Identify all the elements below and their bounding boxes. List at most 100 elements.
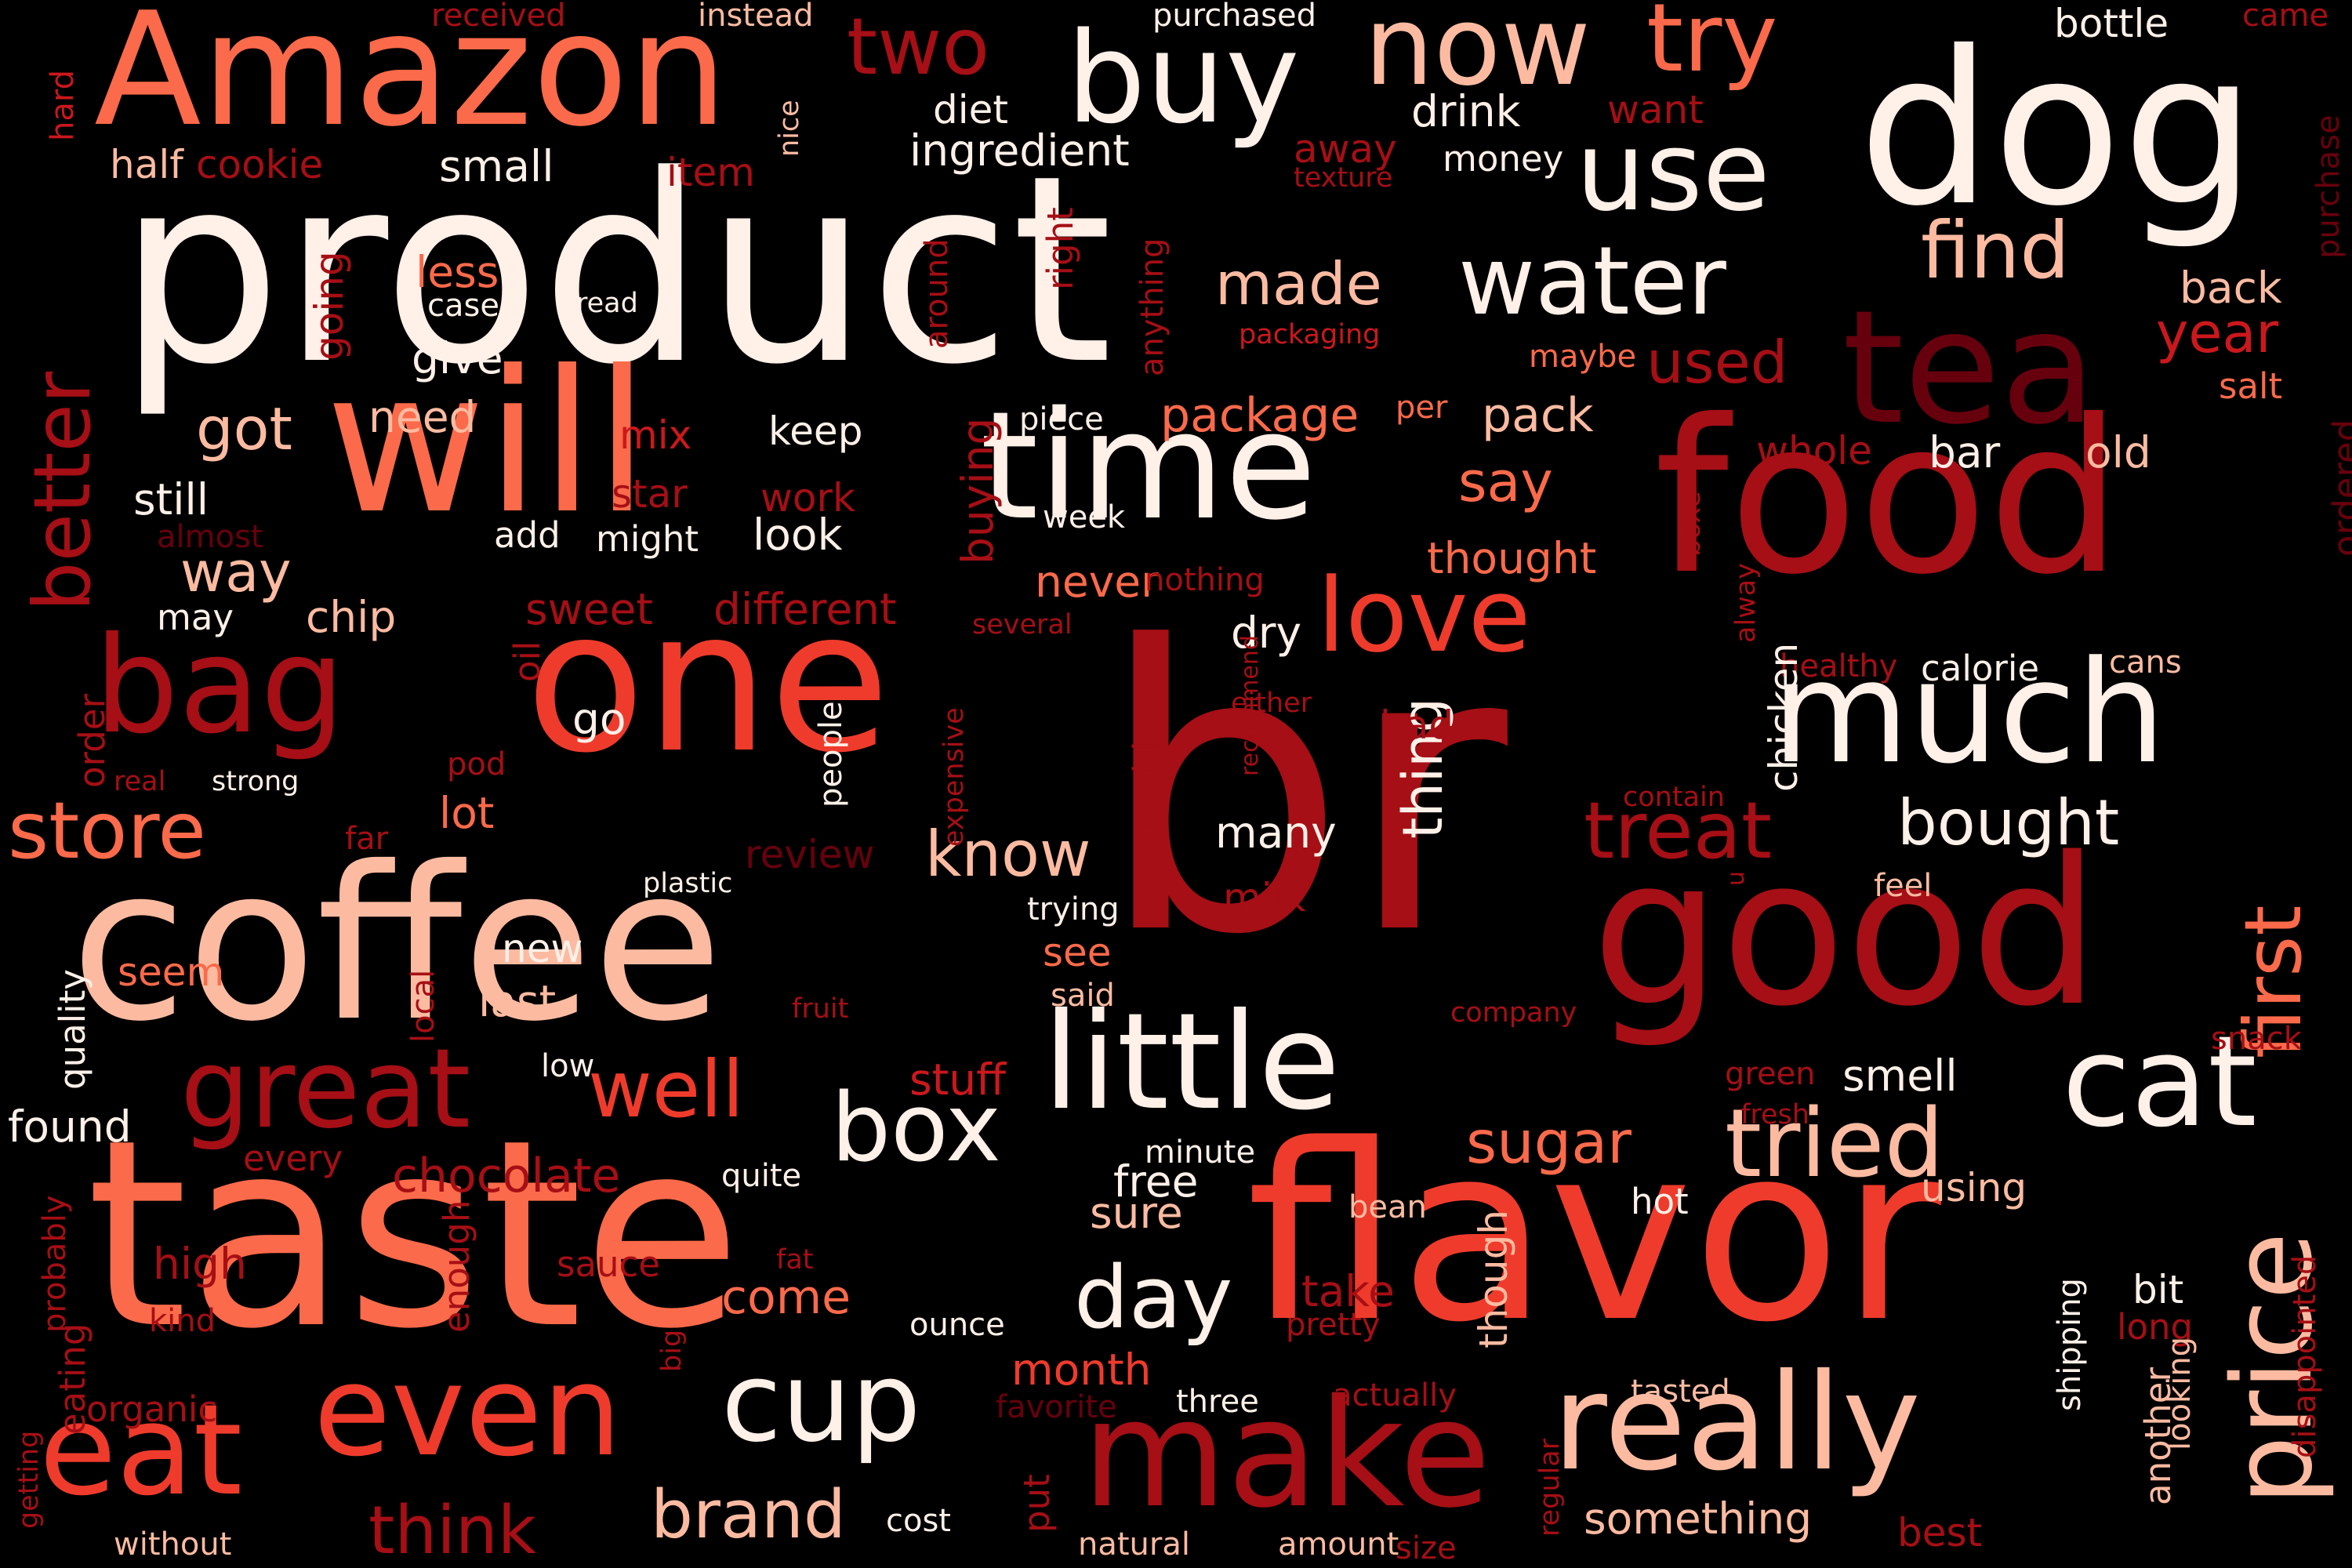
word-calorie: calorie	[1921, 648, 2040, 689]
word-chocolate: chocolate	[392, 1149, 621, 1203]
word-use: use	[1576, 108, 1770, 236]
word-away: away	[1294, 126, 1397, 172]
word-good: good	[1592, 815, 2100, 1051]
word-per: per	[1396, 390, 1448, 426]
word-whole: whole	[1756, 428, 1872, 474]
word-add: add	[494, 514, 561, 556]
word-high: high	[153, 1239, 247, 1289]
word-healthy: healthy	[1780, 648, 1898, 684]
word-will: will	[325, 328, 649, 557]
word-shipping: shipping	[2052, 1278, 2088, 1411]
word-order: order	[71, 694, 113, 788]
word-though: though	[1471, 1209, 1516, 1348]
word-time: time	[980, 379, 1317, 553]
word-money: money	[1443, 138, 1564, 180]
word-expensive: expensive	[938, 707, 970, 847]
word-brand: brand	[651, 1476, 846, 1554]
word-much: much	[1772, 631, 2166, 795]
word-tea: tea	[1842, 277, 2097, 459]
word-getting: getting	[13, 1430, 45, 1529]
word-one: one	[525, 568, 891, 796]
word-best: best	[1897, 1510, 1983, 1555]
word-thought: thought	[1427, 533, 1597, 583]
word-bottle: bottle	[2054, 1, 2169, 46]
word-strong: strong	[212, 766, 299, 797]
word-look: look	[753, 510, 843, 560]
word-fruit: fruit	[792, 993, 849, 1025]
word-little: little	[1043, 985, 1341, 1140]
word-see: see	[1043, 930, 1112, 975]
word-day: day	[1074, 1247, 1233, 1348]
word-bad: bad	[1380, 702, 1454, 748]
word-new: new	[502, 926, 583, 971]
word-old: old	[2085, 427, 2151, 477]
word-trying: trying	[1027, 891, 1120, 927]
word-u: u	[1722, 870, 1750, 886]
word-big: big	[656, 1329, 688, 1372]
word-br: br	[1098, 564, 1508, 1020]
word-really: really	[1552, 1345, 1921, 1501]
word-got: got	[196, 394, 292, 463]
word-now: now	[1364, 0, 1591, 111]
word-maybe: maybe	[1529, 339, 1637, 375]
word-contain: contain	[1623, 782, 1725, 813]
word-piece: piece	[1019, 401, 1104, 437]
word-still: still	[133, 474, 209, 524]
word-sauce: sauce	[557, 1243, 660, 1285]
word-think: think	[368, 1492, 536, 1568]
word-right: right	[1040, 207, 1081, 290]
word-box: box	[831, 1074, 1001, 1183]
word-instead: instead	[698, 0, 814, 34]
word-even: even	[314, 1338, 622, 1484]
word-far: far	[345, 821, 389, 857]
word-kind: kind	[149, 1303, 216, 1339]
word-natural: natural	[1078, 1526, 1190, 1563]
word-month: month	[1011, 1345, 1152, 1395]
word-drink: drink	[1411, 86, 1521, 136]
word-something: something	[1584, 1494, 1813, 1544]
word-might: might	[596, 518, 699, 560]
word-going: going	[307, 251, 352, 361]
word-actually: actually	[1333, 1377, 1457, 1414]
word-almost: almost	[157, 519, 263, 555]
word-said: said	[1051, 978, 1115, 1014]
word-cat: cat	[2062, 1008, 2257, 1155]
word-treat: treat	[1584, 785, 1773, 877]
word-case: case	[427, 288, 499, 324]
word-review: review	[745, 832, 875, 877]
word-quality: quality	[52, 969, 93, 1090]
word-nothing: nothing	[1145, 562, 1265, 598]
word-people: people	[813, 701, 849, 808]
word-ounce: ounce	[909, 1307, 1005, 1343]
word-amazon: Amazon	[94, 0, 728, 162]
word-small: small	[439, 141, 554, 191]
word-bag: bag	[94, 608, 345, 764]
word-eating: eating	[52, 1323, 93, 1436]
word-sweet: sweet	[525, 584, 653, 634]
word-want: want	[1607, 87, 1704, 132]
word-pretty: pretty	[1286, 1307, 1381, 1343]
word-chicken: chicken	[1761, 642, 1806, 792]
word-way: way	[180, 540, 292, 604]
word-free: free	[1113, 1156, 1199, 1207]
word-came: came	[2242, 0, 2329, 34]
word-need: need	[368, 392, 477, 442]
word-alway: alway	[1730, 563, 1762, 643]
word-pack: pack	[1482, 388, 1594, 443]
word-problem: problem	[1126, 684, 1167, 831]
word-cost: cost	[886, 1503, 951, 1539]
word-mix: mix	[619, 412, 692, 458]
word-another: another	[2137, 1367, 2179, 1505]
word-disappointed: disappointed	[2287, 1254, 2323, 1458]
word-two: two	[847, 1, 990, 93]
word-know: know	[925, 818, 1091, 891]
word-probably: probably	[37, 1195, 73, 1333]
word-store: store	[8, 785, 206, 877]
word-chip: chip	[306, 592, 397, 642]
word-real: real	[114, 766, 166, 797]
word-sugar: sugar	[1466, 1108, 1632, 1177]
word-boxe: boxe	[1675, 491, 1707, 557]
word-three: three	[1176, 1384, 1259, 1420]
word-product: product	[118, 120, 1113, 421]
